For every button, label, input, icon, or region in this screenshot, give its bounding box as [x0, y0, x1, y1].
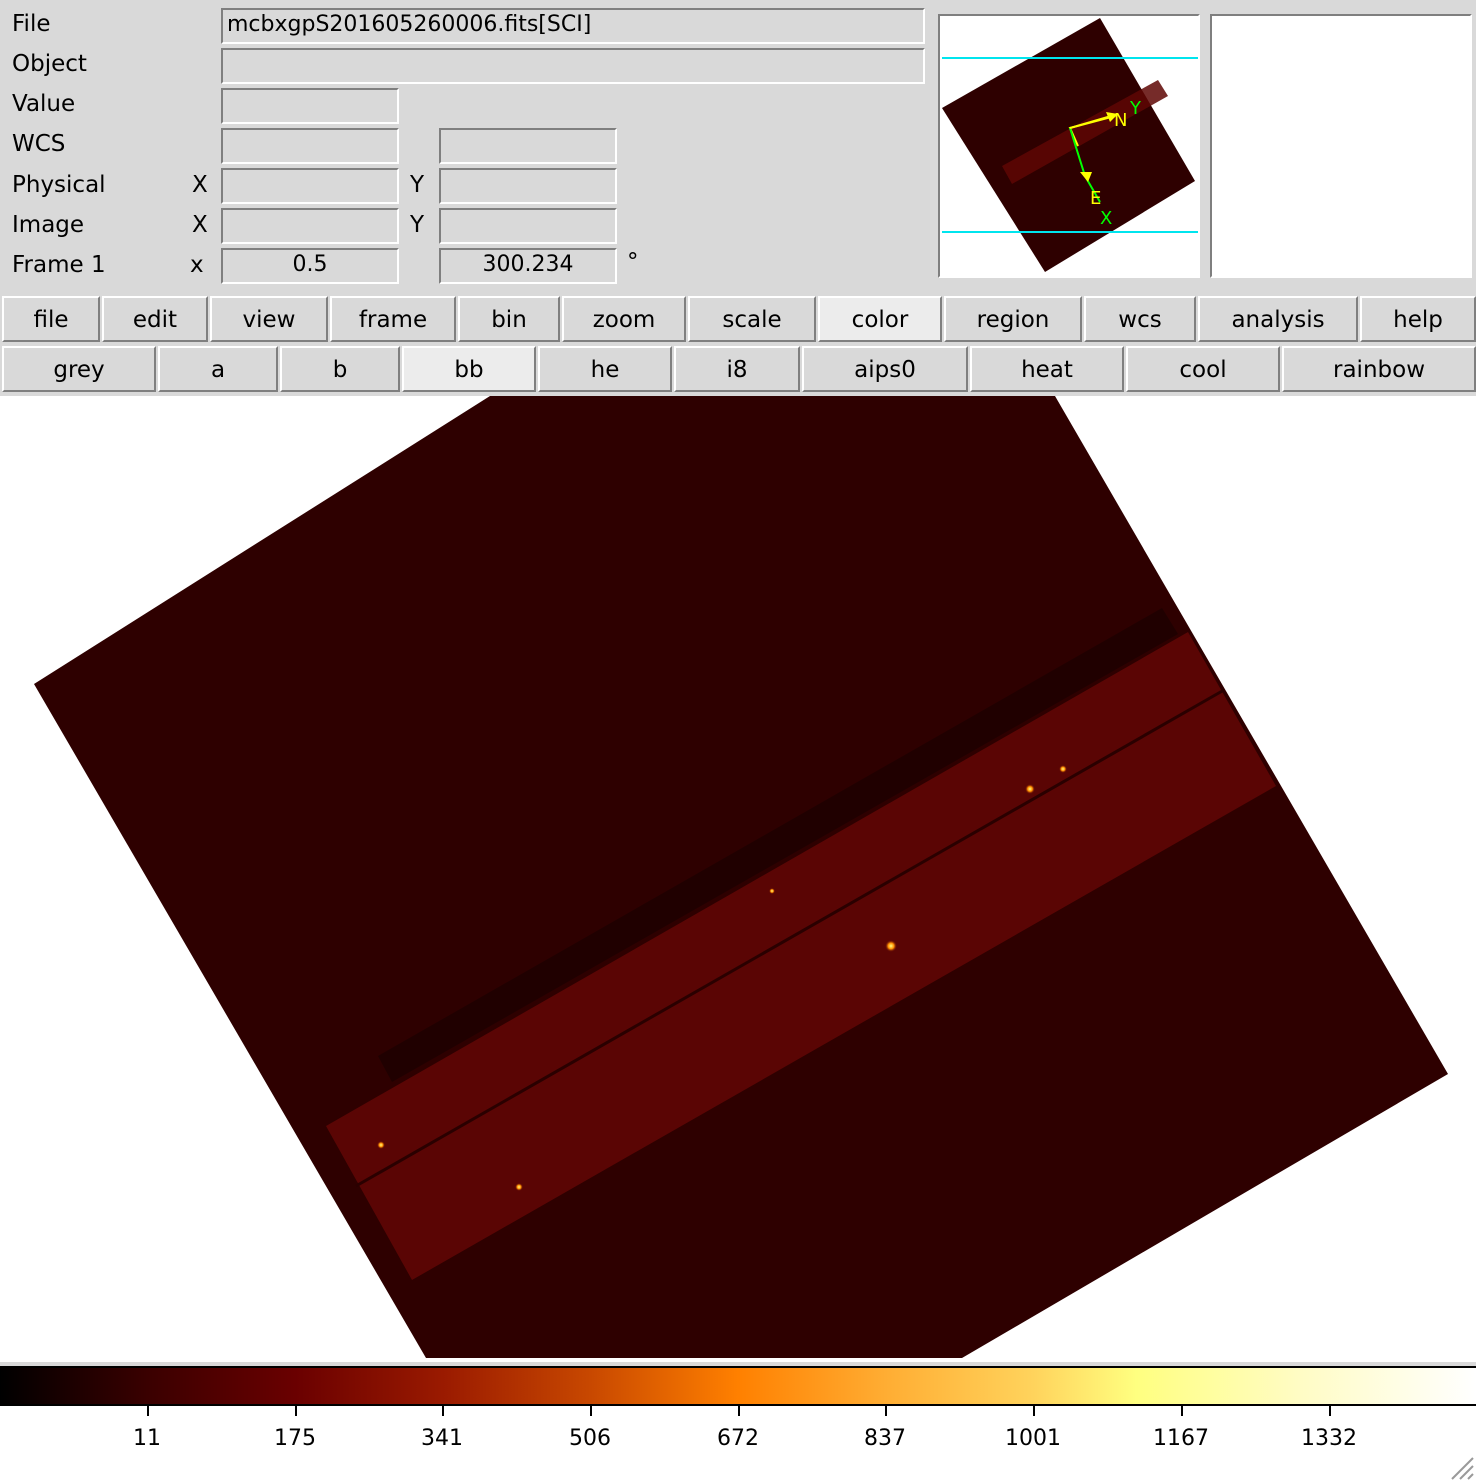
image-display[interactable] — [0, 396, 1476, 1362]
compass-icon — [1068, 112, 1119, 203]
colormap-bar: grey a b bb he i8 aips0 heat cool rainbo… — [0, 344, 1476, 394]
wcs-y-field — [439, 128, 617, 164]
source-spot — [769, 888, 775, 894]
colorbar-tick — [1181, 1406, 1183, 1416]
colormap-he-button[interactable]: he — [538, 346, 672, 392]
colorbar-tick — [1329, 1406, 1331, 1416]
resize-grip-icon[interactable] — [1448, 1454, 1474, 1480]
colormap-heat-button[interactable]: heat — [970, 346, 1124, 392]
colorbar-tick-label: 1332 — [1301, 1426, 1357, 1451]
image-bright-band — [326, 632, 1276, 1280]
menu-bin-button[interactable]: bin — [458, 296, 560, 342]
file-label: File — [12, 11, 51, 37]
menu-analysis-button[interactable]: analysis — [1198, 296, 1358, 342]
colorbar — [0, 1366, 1476, 1406]
compass-n-label: N — [1114, 110, 1127, 131]
menu-color-button[interactable]: color — [818, 296, 942, 342]
fits-image — [34, 396, 1448, 1358]
physical-x-field — [221, 168, 399, 204]
menu-region-button[interactable]: region — [944, 296, 1082, 342]
colormap-cool-button[interactable]: cool — [1126, 346, 1280, 392]
colorbar-tick-label: 1001 — [1005, 1426, 1061, 1451]
colorbar-tick — [590, 1406, 592, 1416]
wcs-x-field — [221, 128, 399, 164]
colormap-rainbow-button[interactable]: rainbow — [1282, 346, 1476, 392]
image-x-axis-label: X — [192, 212, 208, 238]
object-field — [221, 48, 925, 84]
image-label: Image — [12, 212, 85, 238]
value-field — [221, 88, 399, 124]
colormap-b-button[interactable]: b — [280, 346, 400, 392]
colorbar-tick-label: 1167 — [1153, 1426, 1209, 1451]
angle-field: 300.234 — [439, 248, 617, 284]
image-y-axis-label: Y — [410, 212, 425, 238]
colorbar-tick — [1033, 1406, 1035, 1416]
source-spot — [885, 940, 897, 952]
source-spot — [1059, 765, 1067, 773]
menu-zoom-button[interactable]: zoom — [562, 296, 686, 342]
colormap-aips0-button[interactable]: aips0 — [802, 346, 968, 392]
colorbar-tick — [295, 1406, 297, 1416]
menu-wcs-button[interactable]: wcs — [1084, 296, 1196, 342]
menu-help-button[interactable]: help — [1360, 296, 1476, 342]
panner-image-band — [1002, 80, 1168, 184]
image-slit-line — [355, 688, 1225, 1188]
compass-e-label: E — [1090, 188, 1101, 209]
magnifier-panel — [1210, 14, 1472, 278]
image-y-field — [439, 208, 617, 244]
physical-y-field — [439, 168, 617, 204]
colorbar-tick-label: 672 — [717, 1426, 759, 1451]
menu-frame-button[interactable]: frame — [330, 296, 456, 342]
panner-image: N Y E X — [942, 18, 1198, 272]
colorbar-tick — [147, 1406, 149, 1416]
colorbar-tick-label: 837 — [864, 1426, 906, 1451]
image-dark-stripe — [378, 608, 1178, 1082]
colorbar-tick — [738, 1406, 740, 1416]
compass-x-label: X — [1100, 208, 1112, 229]
physical-y-axis-label: Y — [410, 172, 425, 198]
panner-panel[interactable]: N Y E X — [938, 14, 1200, 278]
main-menu-bar: file edit view frame bin zoom scale colo… — [0, 294, 1476, 344]
image-x-field — [221, 208, 399, 244]
colormap-grey-button[interactable]: grey — [2, 346, 156, 392]
colormap-bb-button[interactable]: bb — [402, 346, 536, 392]
colorbar-tick — [885, 1406, 887, 1416]
menu-view-button[interactable]: view — [210, 296, 328, 342]
menu-scale-button[interactable]: scale — [688, 296, 816, 342]
angle-unit: ° — [627, 249, 639, 275]
source-spot — [377, 1141, 385, 1149]
menu-edit-button[interactable]: edit — [102, 296, 208, 342]
colormap-a-button[interactable]: a — [158, 346, 278, 392]
colormap-i8-button[interactable]: i8 — [674, 346, 800, 392]
source-spot — [515, 1183, 523, 1191]
menu-file-button[interactable]: file — [2, 296, 100, 342]
colorbar-tick-label: 506 — [569, 1426, 611, 1451]
zoom-field: 0.5 — [221, 248, 399, 284]
colorbar-tick-label: 175 — [274, 1426, 316, 1451]
frame-label: Frame 1 — [12, 252, 106, 278]
physical-label: Physical — [12, 172, 106, 198]
colorbar-axis: 11 175 341 506 672 837 1001 1167 1332 — [0, 1406, 1476, 1482]
object-label: Object — [12, 51, 87, 77]
file-field: mcbxgpS201605260006.fits[SCI] — [221, 8, 925, 44]
colorbar-tick-label: 11 — [133, 1426, 161, 1451]
compass-y-label: Y — [1129, 98, 1142, 119]
wcs-label: WCS — [12, 131, 66, 157]
zoom-symbol: x — [190, 252, 204, 278]
value-label: Value — [12, 91, 76, 117]
source-spot — [1025, 784, 1035, 794]
colorbar-tick-label: 341 — [421, 1426, 463, 1451]
colorbar-tick — [442, 1406, 444, 1416]
physical-x-axis-label: X — [192, 172, 208, 198]
